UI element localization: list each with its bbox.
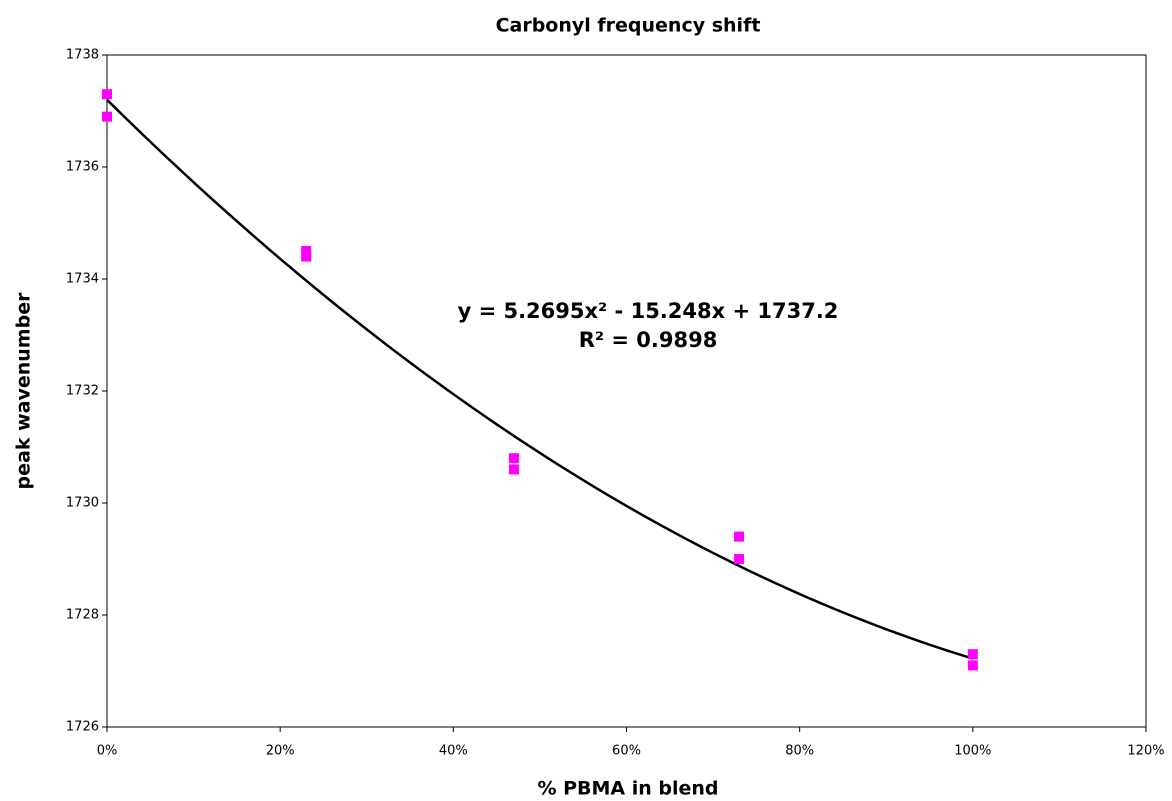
x-tick-label: 20% xyxy=(266,744,295,759)
data-point xyxy=(508,453,519,464)
plot-area xyxy=(106,54,1147,728)
x-tick-label: 100% xyxy=(954,744,991,759)
data-point xyxy=(102,89,112,100)
data-point xyxy=(102,111,112,122)
y-tick-label: 1736 xyxy=(66,160,99,175)
data-point xyxy=(734,554,745,564)
chart-title: Carbonyl frequency shift xyxy=(496,15,761,37)
y-tick-label: 1738 xyxy=(66,48,99,63)
data-point xyxy=(967,660,978,671)
y-tick-label: 1728 xyxy=(66,608,99,623)
x-tick-label: 120% xyxy=(1127,744,1164,759)
data-point xyxy=(301,251,312,262)
y-tick-label: 1730 xyxy=(66,496,99,511)
x-tick-label: 80% xyxy=(785,744,814,759)
data-point xyxy=(301,246,312,256)
x-tick-label: 60% xyxy=(612,744,641,759)
x-tick-label: 40% xyxy=(439,744,468,759)
y-tick-label: 1732 xyxy=(66,384,99,399)
x-axis-label: % PBMA in blend xyxy=(537,778,718,800)
r-squared-annotation: R² = 0.9898 xyxy=(579,328,718,352)
y-tick-label: 1726 xyxy=(66,720,99,735)
data-point xyxy=(967,649,978,660)
y-axis-label: peak wavenumber xyxy=(13,292,35,490)
data-point xyxy=(508,464,519,475)
trendline xyxy=(106,98,974,660)
x-tick-label: 0% xyxy=(97,744,118,759)
equation-annotation: y = 5.2695x² - 15.248x + 1737.2 xyxy=(458,299,839,323)
data-point xyxy=(734,531,745,542)
y-tick-label: 1734 xyxy=(66,272,99,287)
